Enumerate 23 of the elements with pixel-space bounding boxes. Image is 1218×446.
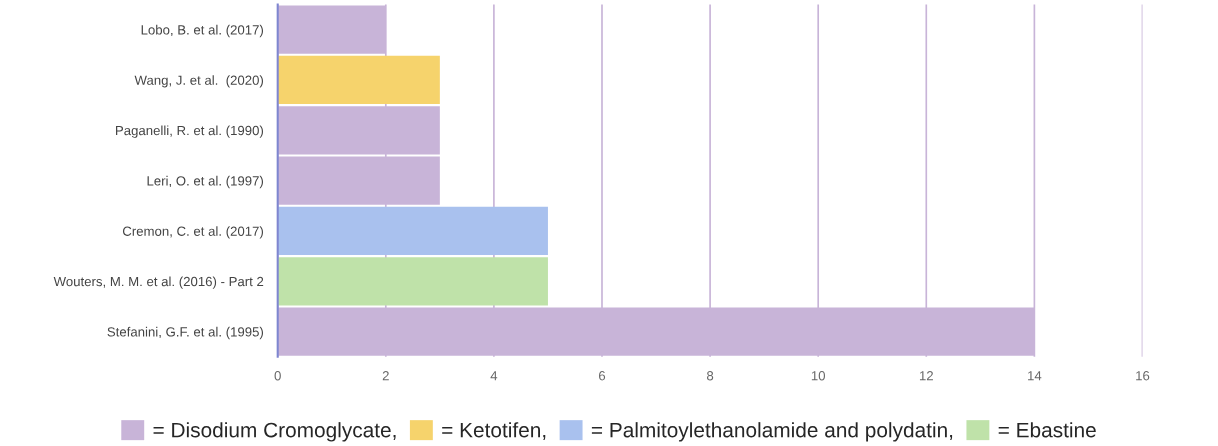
legend-label: = Ebastine	[998, 422, 1096, 438]
x-tick-label: 14	[1028, 371, 1042, 381]
x-tick-label: 0	[274, 371, 281, 381]
legend-label: = Palmitoylethanolamide and polydatin,	[591, 422, 953, 442]
y-tick-label: Leri, O. et al. (1997)	[147, 175, 264, 189]
x-tick-label: 6	[599, 371, 606, 381]
bar	[277, 257, 548, 306]
y-tick-label: Wouters, M. M. et al. (2016) - Part 2	[53, 276, 264, 289]
y-tick-label: Stefanini, G.F. et al. (1995)	[107, 326, 264, 340]
x-tick-label: 12	[919, 371, 933, 381]
y-tick-label: Wang, J. et al. (2020)	[134, 75, 264, 88]
legend-label: = Disodium Cromoglycate,	[153, 422, 396, 442]
x-tick-label: 8	[707, 371, 714, 381]
x-tick-label: 16	[1136, 371, 1150, 381]
bar	[277, 206, 548, 256]
x-tick-label: 2	[382, 371, 389, 381]
x-tick-label: 4	[490, 371, 498, 381]
x-tick-label: 10	[811, 371, 826, 381]
y-tick-label: Cremon, C. et al. (2017)	[122, 226, 264, 239]
legend-label: = Ketotifen,	[442, 422, 546, 440]
y-tick-label: Lobo, B. et al. (2017)	[141, 24, 264, 38]
bar	[277, 55, 440, 105]
y-tick-label: Paganelli, R. et al. (1990)	[116, 125, 264, 138]
